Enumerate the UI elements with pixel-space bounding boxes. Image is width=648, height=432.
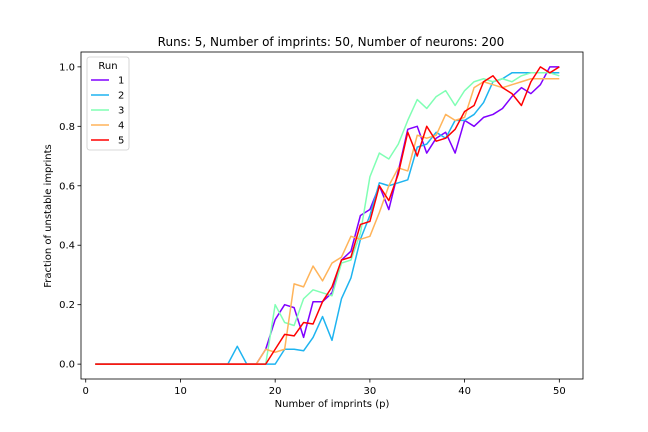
axes-frame <box>80 51 584 380</box>
x-tick-label: 10 <box>174 386 187 397</box>
x-tick-label: 50 <box>553 386 566 397</box>
plot-area <box>95 66 560 365</box>
legend-label-1: 1 <box>118 76 124 87</box>
legend-title: Run <box>98 61 117 72</box>
legend-label-2: 2 <box>118 91 124 102</box>
chart-title: Runs: 5, Number of imprints: 50, Number … <box>158 35 505 49</box>
series-line-5 <box>95 66 560 365</box>
y-tick-label: 0.2 <box>59 300 75 311</box>
x-tick-label: 20 <box>269 386 282 397</box>
y-tick-label: 0.6 <box>59 181 75 192</box>
x-tick-label: 40 <box>458 386 471 397</box>
x-tick-label: 0 <box>83 386 89 397</box>
legend-label-4: 4 <box>118 121 124 132</box>
x-tick-label: 30 <box>364 386 377 397</box>
y-tick-label: 0.0 <box>59 360 75 371</box>
legend-label-5: 5 <box>118 136 124 147</box>
y-tick-label: 0.8 <box>59 122 75 133</box>
axis-ticks: 0 10 20 30 40 50 0.0 0.2 0.4 0.6 0.8 1.0 <box>59 62 566 397</box>
y-axis-label: Fraction of unstable imprints <box>43 144 54 288</box>
y-tick-label: 0.4 <box>59 241 75 252</box>
x-axis-label: Number of imprints (p) <box>275 399 390 410</box>
legend-label-3: 3 <box>118 106 124 117</box>
y-tick-label: 1.0 <box>59 62 75 73</box>
